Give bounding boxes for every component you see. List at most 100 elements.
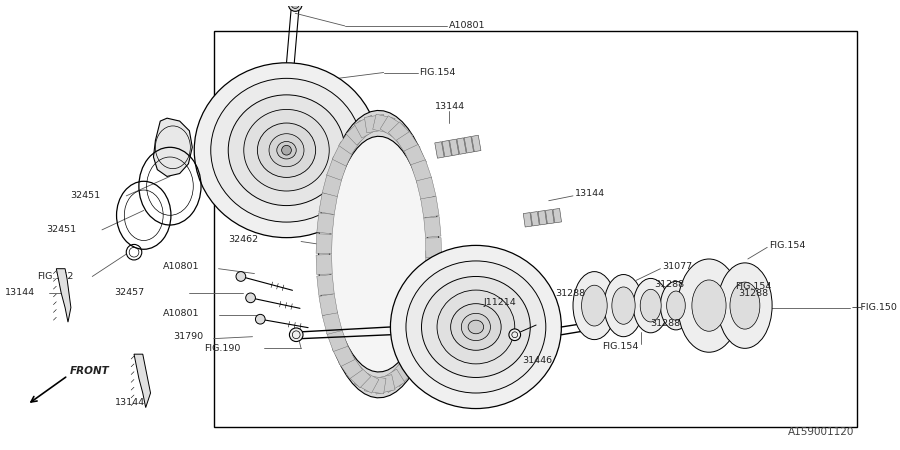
Polygon shape [319, 294, 338, 315]
Text: 32451: 32451 [47, 225, 76, 234]
Circle shape [508, 329, 520, 341]
Polygon shape [388, 122, 413, 147]
Text: FRONT: FRONT [70, 366, 110, 376]
Polygon shape [410, 325, 432, 348]
Circle shape [246, 293, 256, 303]
Polygon shape [472, 135, 481, 152]
Polygon shape [397, 131, 420, 156]
Ellipse shape [730, 282, 760, 329]
Text: 13144: 13144 [575, 189, 605, 198]
Polygon shape [420, 290, 439, 312]
Polygon shape [426, 238, 442, 257]
Polygon shape [426, 251, 442, 270]
Text: 13144: 13144 [114, 398, 145, 407]
Polygon shape [531, 212, 539, 226]
Polygon shape [404, 340, 427, 364]
Ellipse shape [257, 123, 316, 177]
Polygon shape [322, 174, 342, 197]
Polygon shape [417, 177, 436, 200]
Polygon shape [317, 213, 334, 234]
Polygon shape [316, 234, 332, 254]
Text: J11214: J11214 [483, 298, 517, 307]
Ellipse shape [604, 274, 643, 337]
Circle shape [256, 315, 266, 324]
Text: FIG.154: FIG.154 [735, 282, 771, 291]
Polygon shape [538, 211, 546, 225]
Text: 31446: 31446 [523, 356, 553, 365]
Polygon shape [435, 142, 445, 158]
Text: 31288: 31288 [738, 289, 769, 298]
Ellipse shape [612, 287, 635, 324]
Text: 31077: 31077 [662, 262, 692, 271]
Polygon shape [57, 269, 71, 322]
Text: 32451: 32451 [70, 191, 100, 200]
Text: A10801: A10801 [163, 309, 200, 318]
Text: FIG.154: FIG.154 [770, 241, 806, 250]
Text: 31790: 31790 [173, 332, 203, 341]
Ellipse shape [462, 313, 490, 341]
Polygon shape [364, 114, 386, 133]
Polygon shape [523, 212, 532, 227]
Ellipse shape [640, 289, 662, 322]
Polygon shape [380, 116, 405, 139]
Polygon shape [338, 354, 363, 379]
Text: 32462: 32462 [229, 235, 258, 244]
Polygon shape [317, 274, 334, 295]
Text: FIG.154: FIG.154 [602, 342, 638, 351]
Ellipse shape [692, 280, 726, 331]
Text: 13144: 13144 [4, 288, 35, 297]
Circle shape [290, 328, 303, 342]
Ellipse shape [282, 145, 292, 155]
Text: FIG.190: FIG.190 [204, 344, 240, 353]
Text: 31288: 31288 [654, 280, 685, 289]
Text: A10801: A10801 [163, 262, 200, 271]
Ellipse shape [717, 263, 772, 348]
Polygon shape [322, 312, 342, 334]
Polygon shape [442, 140, 452, 157]
Text: 32457: 32457 [114, 288, 145, 297]
Polygon shape [397, 352, 420, 377]
Text: 13144: 13144 [435, 102, 465, 111]
Polygon shape [332, 142, 355, 166]
Ellipse shape [421, 276, 530, 378]
Polygon shape [338, 130, 363, 154]
Circle shape [288, 0, 302, 11]
Ellipse shape [451, 304, 501, 350]
Circle shape [292, 0, 299, 9]
Polygon shape [332, 342, 355, 366]
Ellipse shape [581, 285, 608, 326]
Polygon shape [424, 271, 441, 292]
Text: A159001120: A159001120 [788, 427, 855, 437]
Text: FIG.154: FIG.154 [419, 68, 456, 77]
Circle shape [236, 272, 246, 281]
Polygon shape [319, 193, 338, 215]
Polygon shape [346, 363, 371, 388]
Ellipse shape [437, 290, 515, 364]
Polygon shape [464, 136, 473, 153]
Polygon shape [355, 115, 379, 138]
Polygon shape [134, 354, 150, 408]
Polygon shape [420, 196, 439, 218]
Ellipse shape [277, 141, 296, 159]
Polygon shape [319, 110, 439, 398]
Polygon shape [346, 121, 371, 145]
Polygon shape [373, 375, 395, 394]
Polygon shape [545, 210, 554, 224]
Polygon shape [404, 144, 427, 169]
Polygon shape [329, 136, 428, 372]
Polygon shape [306, 121, 352, 176]
Ellipse shape [661, 281, 691, 330]
Ellipse shape [406, 261, 545, 393]
Polygon shape [553, 208, 562, 223]
Polygon shape [449, 139, 459, 156]
Ellipse shape [211, 78, 363, 222]
Text: 31288: 31288 [651, 319, 680, 328]
Polygon shape [417, 309, 436, 331]
Ellipse shape [678, 259, 740, 352]
Ellipse shape [269, 134, 304, 167]
Ellipse shape [468, 320, 483, 334]
Polygon shape [388, 362, 413, 387]
Ellipse shape [634, 279, 668, 333]
Ellipse shape [194, 63, 379, 238]
Ellipse shape [573, 272, 616, 340]
